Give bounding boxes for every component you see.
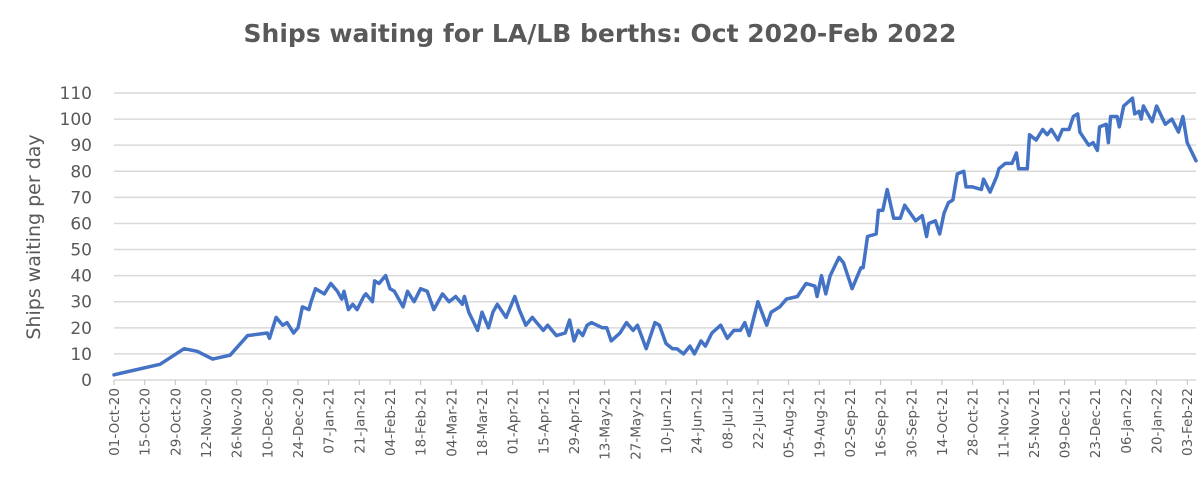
x-ticks: 01-Oct-20 15-Oct-20 29-Oct-20 12-Nov-20 26-N… [107,380,1196,460]
x-tick-label: 13-May-21 [598,388,614,460]
x-tick-label: 10-Jun-21 [659,388,675,454]
y-tick-label: 70 [70,188,92,208]
x-tick-label: 25-Nov-21 [1027,388,1043,458]
x-tick-label: 19-Aug-21 [812,388,828,458]
y-tick-label: 100 [60,110,92,130]
x-tick-label: 24-Dec-20 [291,388,307,458]
x-tick-label: 22-Jul-21 [751,388,767,449]
series-line [112,96,1198,377]
x-tick-label: 27-May-21 [628,388,644,460]
y-tick-label: 30 [70,293,92,313]
x-tick-label: 18-Mar-21 [475,388,491,457]
y-tick-label: 50 [70,241,92,261]
x-tick-label: 16-Sep-21 [874,388,890,458]
x-tick-label: 01-Apr-21 [506,388,522,454]
x-tick-label: 15-Oct-20 [138,388,154,456]
x-tick-label: 03-Feb-22 [1180,388,1196,456]
x-tick-label: 24-Jun-21 [690,388,706,454]
x-tick-label: 26-Nov-20 [230,388,246,458]
x-tick-label: 20-Jan-22 [1150,388,1166,454]
y-tick-label: 20 [70,319,92,339]
x-tick-label: 04-Mar-21 [444,388,460,457]
x-tick-label: 09-Dec-21 [1058,388,1074,458]
x-tick-label: 08-Jul-21 [720,388,736,449]
y-tick-label: 80 [70,162,92,182]
x-tick-label: 01-Oct-20 [107,388,123,456]
y-tick-label: 0 [81,371,92,391]
x-tick-label: 21-Jan-21 [352,388,368,454]
x-tick-label: 04-Feb-21 [383,388,399,456]
y-tick-label: 110 [60,84,92,104]
x-tick-label: 29-Oct-20 [168,388,184,456]
x-tick-label: 11-Nov-21 [996,388,1012,458]
y-axis-label: Ships waiting per day [23,134,45,339]
y-tick-label: 60 [70,214,92,234]
x-tick-label: 15-Apr-21 [536,388,552,454]
x-tick-label: 10-Dec-20 [260,388,276,458]
y-tick-label: 90 [70,136,92,156]
y-tick-labels: 0 10 20 30 40 50 60 70 80 90 100 110 [60,84,92,391]
y-tick-label: 40 [70,267,92,287]
x-tick-label: 29-Apr-21 [567,388,583,454]
chart-title: Ships waiting for LA/LB berths: Oct 2020… [244,19,957,48]
x-tick-label: 06-Jan-22 [1119,388,1135,454]
x-tick-label: 18-Feb-21 [414,388,430,456]
x-tick-label: 28-Oct-21 [966,388,982,456]
x-tick-label: 23-Dec-21 [1088,388,1104,458]
x-tick-label: 02-Sep-21 [843,388,859,458]
gridlines [114,92,1196,381]
x-tick-label: 07-Jan-21 [322,388,338,454]
series-group [112,96,1198,377]
x-tick-label: 14-Oct-21 [935,388,951,456]
x-tick-label: 12-Nov-20 [199,388,215,458]
x-tick-label: 05-Aug-21 [782,388,798,458]
y-tick-label: 10 [70,345,92,365]
x-tick-label: 30-Sep-21 [904,388,920,458]
